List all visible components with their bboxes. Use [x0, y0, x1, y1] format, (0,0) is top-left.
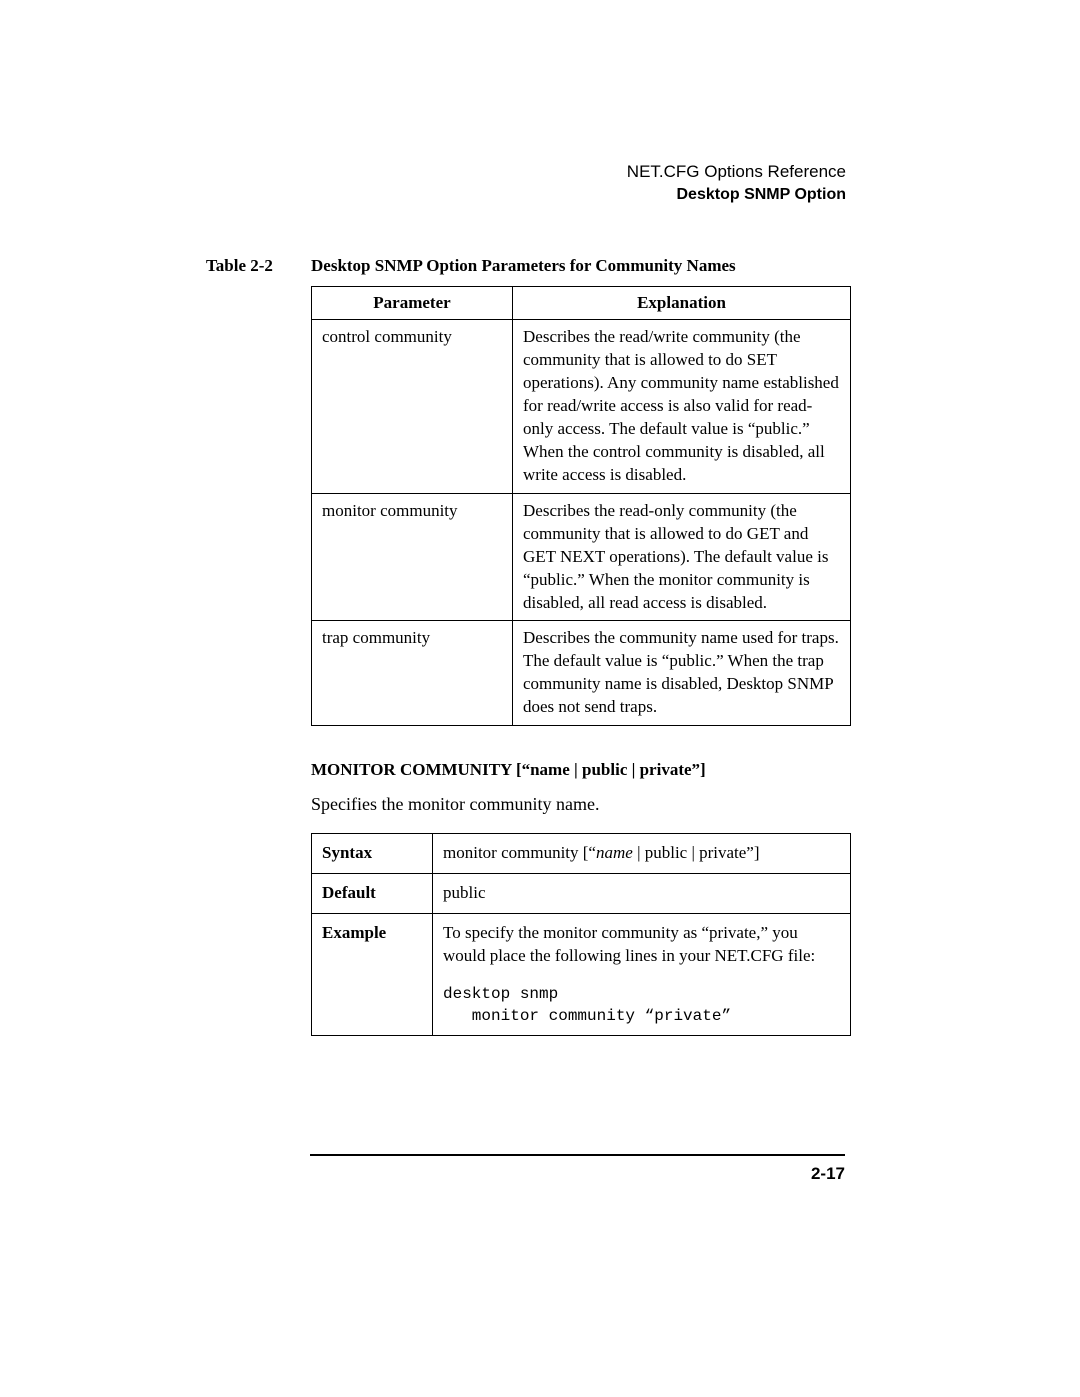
syntax-pre: monitor community [“: [443, 843, 596, 862]
syntax-label: Syntax: [312, 834, 433, 874]
header-subtitle: Desktop SNMP Option: [206, 184, 846, 206]
page-footer: 2-17: [310, 1154, 845, 1184]
default-label: Default: [312, 874, 433, 914]
table-header-row: Parameter Explanation: [312, 287, 851, 320]
param-name: control community: [312, 320, 513, 494]
header-explanation: Explanation: [513, 287, 851, 320]
section-description: Specifies the monitor community name.: [311, 794, 846, 815]
table-row: Syntax monitor community [“name | public…: [312, 834, 851, 874]
syntax-post: | public | private”]: [633, 843, 760, 862]
page-header: NET.CFG Options Reference Desktop SNMP O…: [206, 160, 846, 206]
example-label: Example: [312, 914, 433, 1036]
table-row: control community Describes the read/wri…: [312, 320, 851, 494]
param-explain: Describes the read-only community (the c…: [513, 493, 851, 621]
table-number: Table 2-2: [206, 256, 301, 276]
param-explain: Describes the community name used for tr…: [513, 621, 851, 726]
example-code: desktop snmp monitor community “private”: [443, 984, 840, 1027]
param-explain: Describes the read/write community (the …: [513, 320, 851, 494]
page-number: 2-17: [310, 1164, 845, 1184]
param-name: monitor community: [312, 493, 513, 621]
table-caption: Table 2-2 Desktop SNMP Option Parameters…: [206, 256, 846, 276]
header-reference: NET.CFG Options Reference: [206, 160, 846, 184]
example-cell: To specify the monitor community as “pri…: [433, 914, 851, 1036]
table-title: Desktop SNMP Option Parameters for Commu…: [311, 256, 846, 276]
default-value: public: [433, 874, 851, 914]
syntax-value: monitor community [“name | public | priv…: [433, 834, 851, 874]
parameters-table: Parameter Explanation control community …: [311, 286, 851, 726]
example-text: To specify the monitor community as “pri…: [443, 922, 840, 968]
footer-rule: [310, 1154, 845, 1156]
table-row: Default public: [312, 874, 851, 914]
param-name: trap community: [312, 621, 513, 726]
section-heading: MONITOR COMMUNITY [“name | public | priv…: [311, 760, 846, 780]
table-row: Example To specify the monitor community…: [312, 914, 851, 1036]
content-indent: Parameter Explanation control community …: [311, 286, 846, 1036]
syntax-table: Syntax monitor community [“name | public…: [311, 833, 851, 1036]
header-parameter: Parameter: [312, 287, 513, 320]
syntax-italic: name: [596, 843, 633, 862]
page-content: NET.CFG Options Reference Desktop SNMP O…: [206, 160, 846, 1036]
table-row: trap community Describes the community n…: [312, 621, 851, 726]
table-row: monitor community Describes the read-onl…: [312, 493, 851, 621]
